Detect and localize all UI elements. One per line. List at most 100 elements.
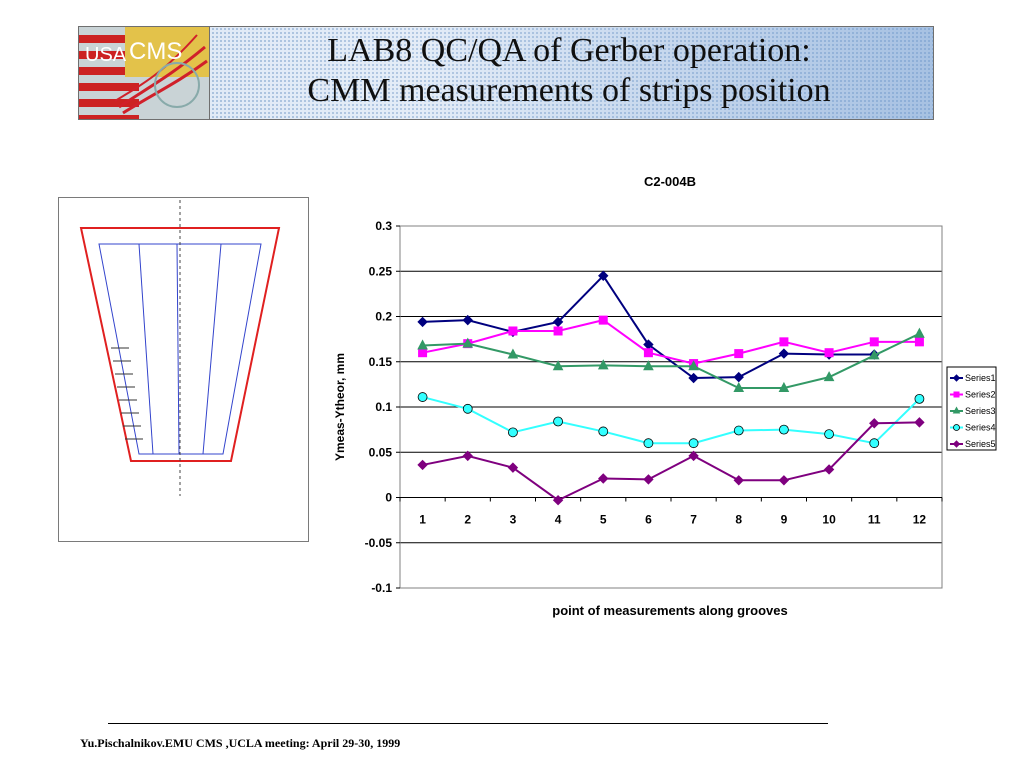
data-point: [508, 326, 518, 336]
data-point: [598, 315, 608, 325]
data-point: [953, 391, 960, 398]
data-point: [688, 360, 699, 371]
title-banner: USA CMS LAB8 QC/QA of Gerber operation: …: [78, 26, 934, 120]
data-point: [823, 371, 835, 382]
title-line-1: LAB8 QC/QA of Gerber operation:: [327, 32, 811, 69]
data-point: [869, 438, 880, 449]
data-point: [643, 360, 654, 371]
data-point: [552, 360, 564, 371]
data-point: [914, 337, 924, 347]
x-tick-label: 5: [600, 513, 607, 527]
x-tick-label: 12: [913, 513, 927, 527]
y-tick-label: -0.05: [365, 536, 393, 550]
line-chart: C2-004B 0.30.250.20.150.10.050-0.05-0.1 …: [333, 174, 997, 618]
x-tick-label: 10: [822, 513, 836, 527]
data-point: [643, 348, 653, 358]
data-point: [598, 473, 609, 484]
data-point: [914, 327, 925, 338]
data-point: [869, 418, 880, 429]
data-point: [417, 459, 428, 471]
data-point: [688, 438, 699, 449]
legend-box: [946, 366, 997, 451]
data-point: [598, 270, 609, 281]
data-point: [643, 438, 654, 449]
data-point: [418, 348, 428, 358]
x-tick-label: 3: [510, 513, 517, 527]
y-tick-label: 0.1: [375, 400, 392, 414]
series-line: [422, 396, 921, 445]
data-point: [734, 349, 744, 359]
data-point: [823, 464, 835, 475]
footer-divider: [108, 723, 828, 724]
legend-entry: Series3: [965, 406, 996, 416]
data-point: [824, 429, 834, 440]
x-tick-label: 6: [645, 513, 652, 527]
series-line: [422, 332, 920, 389]
data-point: [868, 349, 880, 360]
data-point: [778, 475, 790, 486]
legend-entry: Series5: [965, 439, 996, 449]
y-tick-label: 0: [385, 491, 392, 505]
series-line: [422, 421, 920, 502]
data-point: [733, 371, 744, 383]
data-point: [508, 427, 518, 438]
data-point: [462, 337, 474, 348]
series-series2: [418, 315, 924, 369]
y-axis-ticks: 0.3 0.25 0.2 0.15 0.1 0.05 0 -0.05 -0.1: [365, 219, 400, 595]
logo-text: CMS: [129, 38, 182, 65]
data-point: [462, 450, 473, 462]
gridlines: [399, 225, 942, 589]
data-point: [733, 475, 744, 486]
y-tick-label: 0.25: [369, 264, 393, 278]
x-axis-ticks: 1 2 3 4 5 6 7 8 9 10 11 12: [399, 497, 943, 527]
data-point: [779, 424, 789, 435]
y-tick-label: 0.3: [375, 219, 392, 233]
x-tick-label: 1: [419, 513, 426, 527]
data-point: [869, 337, 879, 347]
y-tick-label: 0.2: [375, 310, 392, 324]
y-tick-label: 0.05: [369, 445, 393, 459]
series-series4: [417, 392, 925, 449]
data-point: [778, 381, 790, 392]
footer-text: Yu.Pischalnikov.EMU CMS ,UCLA meeting: A…: [80, 736, 401, 750]
data-point: [417, 316, 428, 328]
data-point: [952, 374, 961, 382]
data-point: [914, 417, 925, 428]
data-point: [417, 339, 428, 350]
series-series5: [417, 417, 925, 506]
data-point: [462, 314, 473, 326]
data-point: [507, 462, 519, 473]
series-line: [422, 319, 920, 365]
cms-logo: USA CMS: [79, 27, 210, 119]
legend-entry: Series2: [965, 390, 996, 400]
x-tick-label: 11: [868, 513, 881, 527]
y-axis-label: Ymeas-Ytheor, mm: [333, 353, 347, 461]
legend-entry: Series1: [965, 373, 996, 383]
data-point: [952, 406, 961, 414]
data-point: [553, 326, 563, 336]
data-point: [507, 348, 519, 359]
data-point: [688, 450, 699, 462]
x-axis-label: point of measurements along grooves: [552, 603, 788, 618]
data-point: [733, 381, 745, 392]
data-point: [462, 403, 473, 414]
strip-layout-diagram: [58, 197, 309, 542]
data-point: [598, 426, 609, 437]
data-point: [778, 348, 790, 359]
data-point: [779, 337, 789, 347]
data-point: [824, 348, 834, 358]
y-tick-label: 0.15: [369, 355, 393, 369]
x-tick-label: 8: [735, 513, 742, 527]
data-point: [552, 316, 564, 328]
title-line-2: CMM measurements of strips position: [307, 72, 831, 109]
data-point: [552, 495, 564, 506]
data-point: [733, 425, 744, 436]
data-point: [688, 372, 699, 384]
data-point: [953, 424, 960, 431]
y-tick-label: -0.1: [371, 581, 392, 595]
chart-title: C2-004B: [644, 174, 696, 189]
legend-entry: Series4: [965, 423, 996, 433]
data-point: [417, 392, 428, 402]
x-tick-label: 2: [464, 513, 471, 527]
data-point: [643, 474, 654, 485]
